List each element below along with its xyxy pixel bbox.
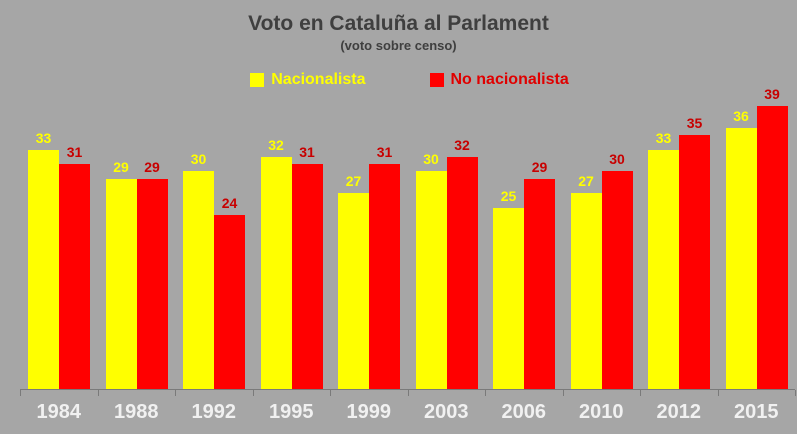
- bar-value-label: 32: [454, 137, 470, 153]
- chart-title: Voto en Cataluña al Parlament: [248, 12, 549, 35]
- bar-nacionalista-1988: [105, 179, 137, 389]
- axis-tick: [330, 390, 331, 396]
- bar-group-2015: 36 39: [718, 86, 796, 389]
- bar-value-label: 29: [144, 159, 160, 175]
- x-axis-line: [20, 389, 795, 390]
- legend: Nacionalista No nacionalista: [11, 71, 797, 89]
- x-axis-label: 1999: [346, 401, 392, 423]
- bar-value-label: 31: [376, 144, 393, 160]
- x-axis-label: 1984: [36, 401, 82, 423]
- legend-label-nacionalista: Nacionalista: [271, 71, 366, 88]
- bar-group-1995: 32 31: [253, 86, 331, 389]
- bar-group-2003: 30 32: [408, 86, 486, 389]
- bar-nacionalista-1992: [183, 171, 214, 389]
- bar-value-label: 27: [578, 173, 594, 189]
- chart-subtitle: (voto sobre censo): [340, 38, 457, 53]
- bar-no-nacionalista-2010: [601, 171, 633, 389]
- bar-nacionalista-2003: [415, 171, 447, 389]
- bar-group-1999: 27 31: [330, 86, 408, 389]
- bar-no-nacionalista-1999: [369, 164, 400, 389]
- no-nacionalista-swatch-icon: [429, 73, 444, 87]
- bar-group-1992: 30 24: [175, 86, 253, 389]
- bar-value-label: 29: [113, 159, 129, 175]
- bar-value-label: 24: [221, 195, 238, 211]
- axis-tick: [795, 390, 796, 396]
- legend-label-no-nacionalista: No nacionalista: [450, 71, 569, 88]
- bar-nacionalista-2006: [493, 208, 524, 389]
- bar-value-label: 33: [655, 130, 672, 146]
- axis-tick: [563, 390, 564, 396]
- bar-value-label: 35: [686, 115, 703, 131]
- bar-no-nacionalista-1992: [214, 215, 245, 389]
- nacionalista-swatch-icon: [250, 73, 265, 87]
- axis-tick: [408, 390, 409, 396]
- bar-value-label: 31: [66, 144, 83, 160]
- bar-group-2010: 27 30: [563, 86, 641, 389]
- bar-nacionalista-1995: [260, 157, 292, 389]
- bar-value-label: 31: [299, 144, 315, 160]
- bar-no-nacionalista-1988: [136, 179, 168, 389]
- bar-value-label: 39: [764, 86, 780, 102]
- x-axis-label: 2015: [734, 401, 779, 423]
- axis-tick: [253, 390, 254, 396]
- axis-tick: [485, 390, 486, 396]
- bar-value-label: 33: [35, 130, 52, 146]
- bar-no-nacionalista-2006: [524, 179, 555, 389]
- bar-nacionalista-2010: [570, 193, 602, 389]
- bar-nacionalista-1999: [338, 193, 369, 389]
- bar-value-label: 30: [609, 151, 625, 167]
- x-axis-label: 2003: [424, 401, 469, 423]
- legend-item-nacionalista: Nacionalista: [250, 71, 366, 89]
- bar-value-label: 29: [531, 159, 548, 175]
- axis-tick: [20, 390, 21, 396]
- x-axis-label: 2006: [501, 401, 547, 423]
- bar-no-nacionalista-1984: [59, 164, 90, 389]
- plot-area: 33 31 29 29 30 24 32 31 27 31 30 32 25 29 27 30 33 35 36 39: [20, 86, 795, 389]
- bar-nacionalista-2015: [725, 128, 757, 389]
- bar-value-label: 25: [500, 188, 517, 204]
- bar-no-nacionalista-2015: [756, 106, 788, 389]
- x-axis-label: 2012: [656, 401, 702, 423]
- bar-no-nacionalista-1995: [291, 164, 323, 389]
- axis-tick: [98, 390, 99, 396]
- x-axis-label: 2010: [579, 401, 624, 423]
- legend-item-no-nacionalista: No nacionalista: [429, 71, 569, 89]
- axis-tick: [718, 390, 719, 396]
- bar-nacionalista-2012: [648, 150, 679, 389]
- bar-group-2006: 25 29: [485, 86, 563, 389]
- bar-value-label: 32: [268, 137, 284, 153]
- bar-group-1988: 29 29: [98, 86, 176, 389]
- bar-value-label: 27: [345, 173, 362, 189]
- bar-value-label: 36: [733, 108, 749, 124]
- bar-group-2012: 33 35: [640, 86, 718, 389]
- x-axis-labels: 1984 1988 1992 1995 1999 2003 2006 2010 2012 2015: [20, 401, 795, 427]
- x-axis-label: 1988: [114, 401, 159, 423]
- bar-nacionalista-1984: [28, 150, 59, 389]
- x-axis-label: 1995: [269, 401, 314, 423]
- axis-tick: [640, 390, 641, 396]
- x-axis-label: 1992: [191, 401, 237, 423]
- axis-tick: [175, 390, 176, 396]
- bar-value-label: 30: [423, 151, 439, 167]
- bar-value-label: 30: [190, 151, 207, 167]
- bar-no-nacionalista-2003: [446, 157, 478, 389]
- bar-group-1984: 33 31: [20, 86, 98, 389]
- bar-no-nacionalista-2012: [679, 135, 710, 389]
